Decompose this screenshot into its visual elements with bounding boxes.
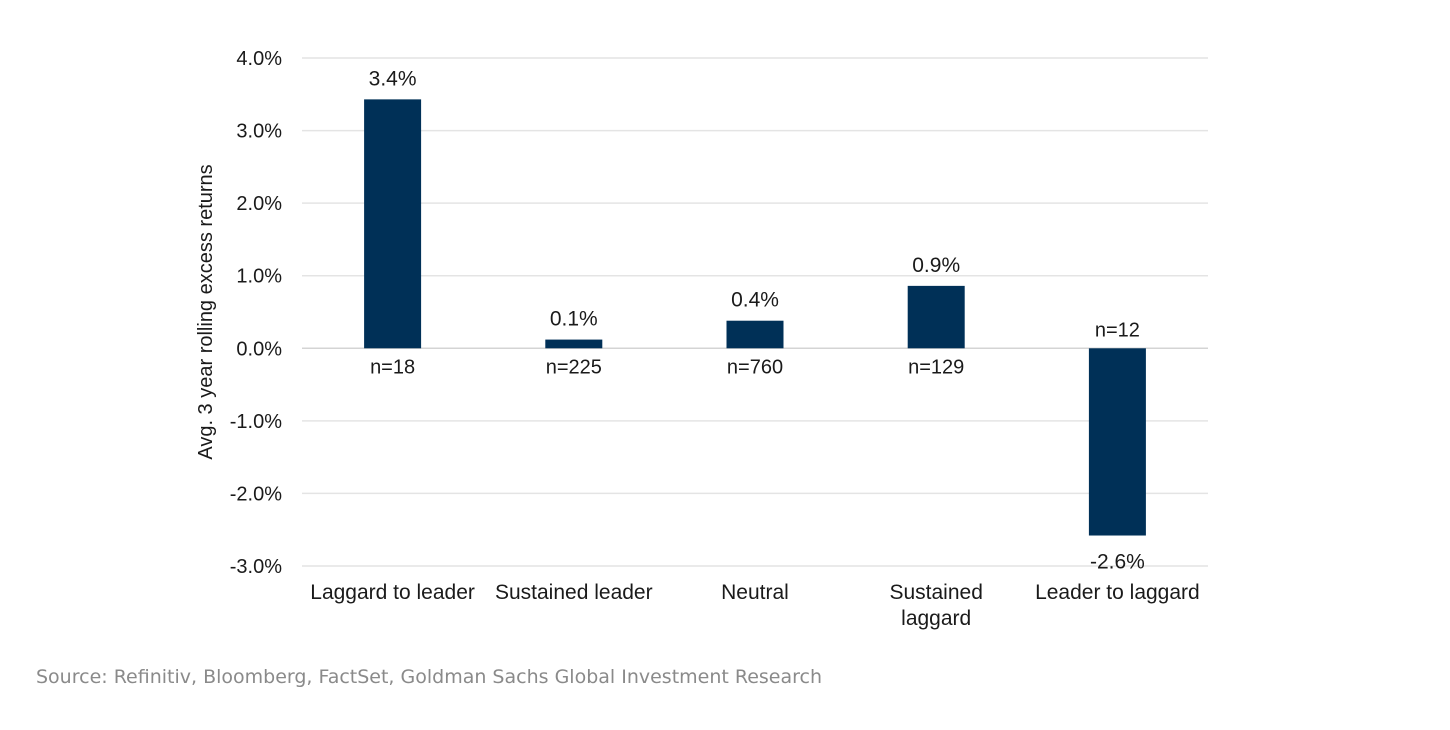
- bar-leader-to-laggard: [1088, 348, 1146, 536]
- source-note: Source: Refinitiv, Bloomberg, FactSet, G…: [36, 666, 823, 688]
- x-category-label: laggard: [901, 607, 971, 630]
- count-label: n=18: [370, 356, 415, 378]
- bar-sustained-laggard: [907, 285, 965, 349]
- y-axis-title: Avg. 3 year rolling excess returns: [195, 164, 217, 459]
- count-label: n=225: [546, 356, 602, 378]
- y-tick-label: 0.0%: [236, 338, 282, 360]
- value-label: 3.4%: [369, 67, 417, 90]
- value-label: 0.1%: [550, 308, 598, 331]
- count-label: n=760: [727, 356, 783, 378]
- x-category-label: Laggard to leader: [310, 581, 475, 604]
- bar-chart: 4.0% 3.0% 2.0% 1.0% 0.0% -1.0% -2.0% -3.0% Avg.…: [195, 48, 1208, 630]
- bar-laggard-to-leader: [364, 99, 422, 349]
- bars: [364, 99, 1146, 536]
- y-tick-label: 1.0%: [236, 266, 282, 288]
- y-tick-label: -1.0%: [230, 411, 282, 433]
- x-category-label: Sustained leader: [495, 581, 653, 604]
- value-label: -2.6%: [1090, 551, 1145, 574]
- bar-neutral: [726, 320, 784, 349]
- x-category-label: Neutral: [721, 581, 789, 604]
- y-tick-label: -2.0%: [230, 483, 282, 505]
- value-label: 0.4%: [731, 289, 779, 312]
- gridlines: [302, 57, 1208, 567]
- count-label: n=12: [1095, 319, 1140, 341]
- bar-sustained-leader: [545, 339, 603, 349]
- x-category-label: Leader to laggard: [1035, 581, 1200, 604]
- y-tick-label: 2.0%: [236, 193, 282, 215]
- y-tick-label: -3.0%: [230, 556, 282, 578]
- y-tick-label: 3.0%: [236, 121, 282, 143]
- value-label: 0.9%: [912, 254, 960, 277]
- x-axis-categories: Laggard to leader Sustained leader Neutral…: [310, 581, 1199, 630]
- y-tick-label: 4.0%: [236, 48, 282, 70]
- y-axis-ticks: 4.0% 3.0% 2.0% 1.0% 0.0% -1.0% -2.0% -3.0%: [230, 48, 282, 578]
- x-category-label: Sustained: [889, 581, 982, 604]
- count-label: n=129: [908, 356, 964, 378]
- data-labels: 3.4% n=18 0.1% n=225 0.4% n=760 0.9% n=129 -2.6%…: [369, 67, 1145, 573]
